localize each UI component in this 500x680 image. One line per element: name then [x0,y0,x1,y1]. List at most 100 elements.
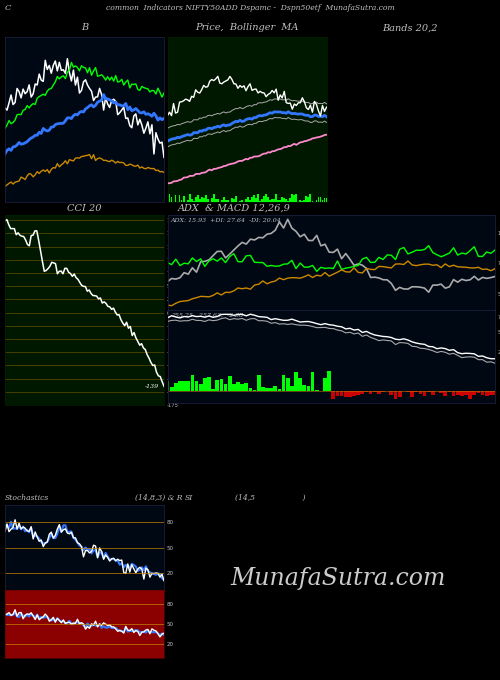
Bar [280,200,281,202]
Bar [427,391,430,392]
Bar [310,372,314,391]
Bar [166,199,168,202]
Bar [294,194,295,202]
Bar [476,391,480,394]
Text: (14,8,3) & R: (14,8,3) & R [135,494,182,502]
Text: -139: -139 [145,384,159,389]
Bar [410,391,414,397]
Bar [276,194,277,202]
Bar [452,391,456,396]
Bar [188,194,190,202]
Bar [336,391,340,396]
Bar [306,196,308,202]
Bar [221,201,222,202]
Bar [253,194,255,202]
Bar [215,199,216,202]
Bar [360,391,364,394]
Bar [274,386,277,391]
Bar [269,201,271,202]
Bar [326,199,328,202]
Text: C: C [5,4,12,12]
Bar [195,197,196,202]
Bar [431,391,434,395]
Bar [274,199,275,202]
Bar [318,197,320,202]
Bar [178,381,182,391]
Bar [231,198,233,202]
Text: common  Indicators NIFTY50ADD Dspamc -  Dspn50etf  MunafaSutra.com: common Indicators NIFTY50ADD Dspamc - Ds… [106,4,395,12]
Bar [217,199,218,202]
Bar [308,197,310,202]
Bar [418,391,422,394]
Bar [228,376,232,391]
Bar [414,391,418,392]
Bar [261,199,263,202]
Text: CCI 20: CCI 20 [67,204,102,213]
Bar [213,194,214,202]
Bar [356,391,360,395]
Bar [312,201,314,202]
Bar [220,379,224,391]
Bar [205,195,206,202]
Text: 255.25,  257.63,  -2.38: 255.25, 257.63, -2.38 [171,313,243,318]
Bar [398,391,402,397]
Bar [456,391,460,394]
Bar [352,391,356,396]
Bar [315,390,318,391]
Bar [300,200,301,202]
Bar [232,384,235,391]
Bar [252,390,256,391]
Bar [290,198,291,202]
Bar [236,382,240,391]
Bar [296,194,297,202]
Bar [182,196,184,202]
Bar [170,387,173,391]
Bar [422,391,426,396]
Text: ADX: 15.93  +DI: 27.64  -DI: 20.04: ADX: 15.93 +DI: 27.64 -DI: 20.04 [171,218,281,223]
Bar [460,391,464,396]
Bar [251,197,253,202]
Bar [298,378,302,391]
Text: MunafaSutra.com: MunafaSutra.com [231,568,446,590]
Bar [322,200,324,202]
Bar [406,391,410,392]
Text: Price,  Bollinger  MA: Price, Bollinger MA [196,24,298,33]
Bar [265,194,267,202]
Bar [174,195,176,202]
Bar [304,200,306,202]
Bar [302,384,306,391]
Bar [288,201,289,202]
Bar [261,387,264,391]
Bar [402,391,406,392]
Bar [245,199,247,202]
Bar [344,391,348,397]
Bar [278,390,281,391]
Bar [267,197,269,202]
Bar [468,391,472,398]
Bar [394,391,398,398]
Bar [323,378,327,391]
Bar [472,391,476,395]
Bar [182,381,186,391]
Bar [284,198,285,202]
Bar [249,200,251,202]
Bar [306,386,310,391]
Bar [493,391,497,395]
Bar [332,391,335,398]
Bar [201,197,202,202]
Bar [227,200,229,202]
Text: B: B [81,24,88,33]
Bar [444,391,447,396]
Bar [286,378,290,391]
Bar [294,372,298,391]
Bar [286,199,287,202]
Bar [328,371,331,391]
Bar [272,199,273,202]
Bar [186,200,188,202]
Bar [278,200,279,202]
Bar [203,198,204,202]
Bar [211,197,212,202]
Bar [282,197,283,202]
Text: SI: SI [185,494,193,502]
Bar [302,201,304,202]
